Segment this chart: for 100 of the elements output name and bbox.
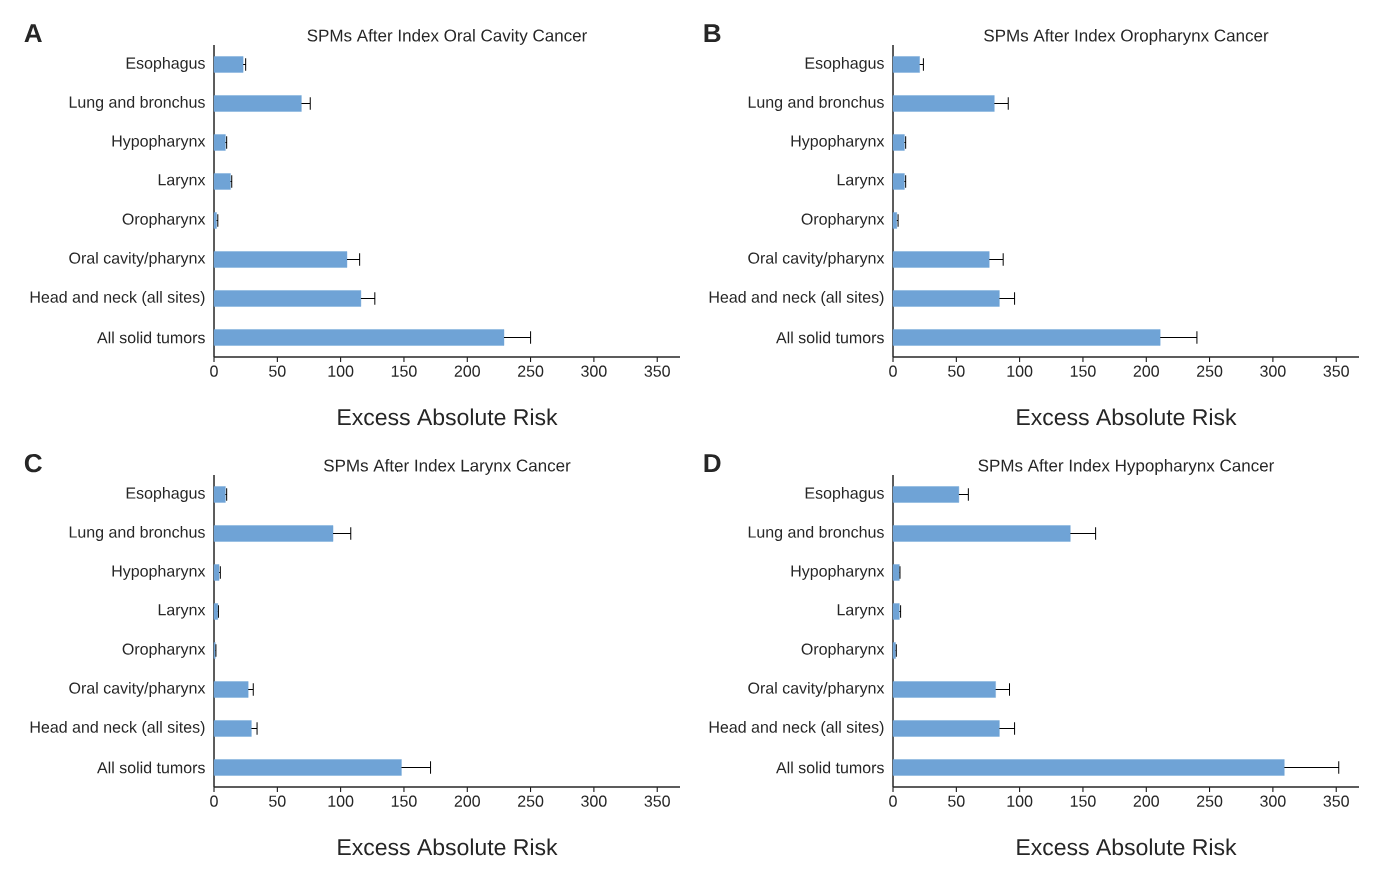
x-axis-title: Excess Absolute Risk [1017,408,1237,426]
y-tick-label: Lung and bronchus [69,96,205,111]
bar [892,173,905,190]
x-tick-label: 250 [518,795,544,807]
x-axis-title: Excess Absolute Risk [338,838,558,856]
bar [213,681,249,698]
x-tick-label: 50 [269,365,286,377]
chart-title: SPMs After Index Oral Cavity Cancer [307,29,587,45]
text: C [24,453,42,473]
bar [892,681,996,698]
y-tick-label: Larynx [158,604,206,619]
y-tick-label: Larynx [837,604,885,619]
x-tick-label: 350 [1323,795,1349,807]
y-tick-label: Oral cavity/pharynx [748,252,885,267]
x-tick-label: 50 [269,795,286,807]
y-tick-label: Lung and bronchus [748,526,884,541]
bar [213,173,231,190]
y-tick-label: Head and neck (all sites) [30,721,205,736]
bar [213,56,244,73]
y-tick-label: Hypopharynx [112,135,206,150]
x-tick-label: 200 [454,365,480,377]
x-tick-label: 50 [948,795,965,807]
bar [892,134,905,151]
y-tick-label: Lung and bronchus [69,526,205,541]
bar [213,720,252,737]
x-tick-label: 350 [644,795,670,807]
bar [892,212,897,229]
y-tick-label: Oropharynx [122,213,206,228]
bar [213,486,226,503]
x-tick-label: 300 [581,365,607,377]
y-tick-label: Esophagus [805,57,884,72]
y-tick-label: Hypopharynx [112,565,206,580]
bar [213,134,226,151]
y-tick-label: Oral cavity/pharynx [69,682,206,697]
chart-title: SPMs After Index Hypopharynx Cancer [978,459,1275,475]
y-tick-label: Larynx [837,174,885,189]
x-tick-label: 150 [1070,795,1096,807]
x-tick-label: 150 [1070,365,1096,377]
bar [213,329,505,346]
y-tick-label: Esophagus [126,487,205,502]
bar [892,95,995,112]
bar [892,290,1000,307]
bar [892,759,1285,776]
x-tick-label: 100 [1007,795,1033,807]
x-tick-label: 0 [210,795,218,807]
x-tick-label: 200 [1133,365,1159,377]
x-tick-label: 200 [454,795,480,807]
x-tick-label: 350 [1323,365,1349,377]
x-tick-label: 300 [1260,365,1286,377]
x-tick-label: 250 [1197,795,1223,807]
text: A [24,24,42,43]
y-tick-label: Oral cavity/pharynx [69,252,206,267]
text: B [704,24,721,43]
y-tick-label: Head and neck (all sites) [709,291,884,306]
y-tick-label: Head and neck (all sites) [30,291,205,306]
x-tick-label: 250 [1197,365,1223,377]
bar [213,603,219,620]
y-tick-label: All solid tumors [776,761,884,774]
bar [213,251,348,268]
x-axis-title: Excess Absolute Risk [1017,838,1237,856]
x-tick-label: 0 [210,365,218,377]
x-tick-label: 100 [328,365,354,377]
y-tick-label: Larynx [158,174,206,189]
text: D [704,454,721,473]
y-tick-label: All solid tumors [97,761,205,774]
bar [213,564,220,581]
x-tick-label: 0 [889,795,897,807]
x-tick-label: 0 [889,365,897,377]
y-tick-label: Head and neck (all sites) [709,721,884,736]
x-tick-label: 100 [328,795,354,807]
bar [213,525,334,542]
x-tick-label: 150 [391,365,417,377]
y-tick-label: Oropharynx [122,643,206,658]
bar [213,759,402,776]
bar [892,564,900,581]
y-tick-label: Hypopharynx [791,565,885,580]
bar [892,525,1071,542]
x-tick-label: 50 [948,365,965,377]
x-tick-label: 300 [581,795,607,807]
x-tick-label: 100 [1007,365,1033,377]
bar [213,95,302,112]
bar [892,329,1161,346]
bar [892,720,1000,737]
y-tick-label: Esophagus [126,57,205,72]
bar [213,290,362,307]
y-tick-label: All solid tumors [97,331,205,344]
chart-title: SPMs After Index Larynx Cancer [324,459,571,475]
y-tick-label: All solid tumors [776,331,884,344]
y-tick-label: Lung and bronchus [748,96,884,111]
y-tick-label: Esophagus [805,487,884,502]
x-tick-label: 150 [391,795,417,807]
bar [892,56,920,73]
x-tick-label: 300 [1260,795,1286,807]
y-tick-label: Oropharynx [801,213,885,228]
bar [892,486,960,503]
bar [892,251,990,268]
chart-title: SPMs After Index Oropharynx Cancer [984,29,1269,45]
y-tick-label: Oral cavity/pharynx [748,682,885,697]
y-tick-label: Oropharynx [801,643,885,658]
x-tick-label: 250 [518,365,544,377]
